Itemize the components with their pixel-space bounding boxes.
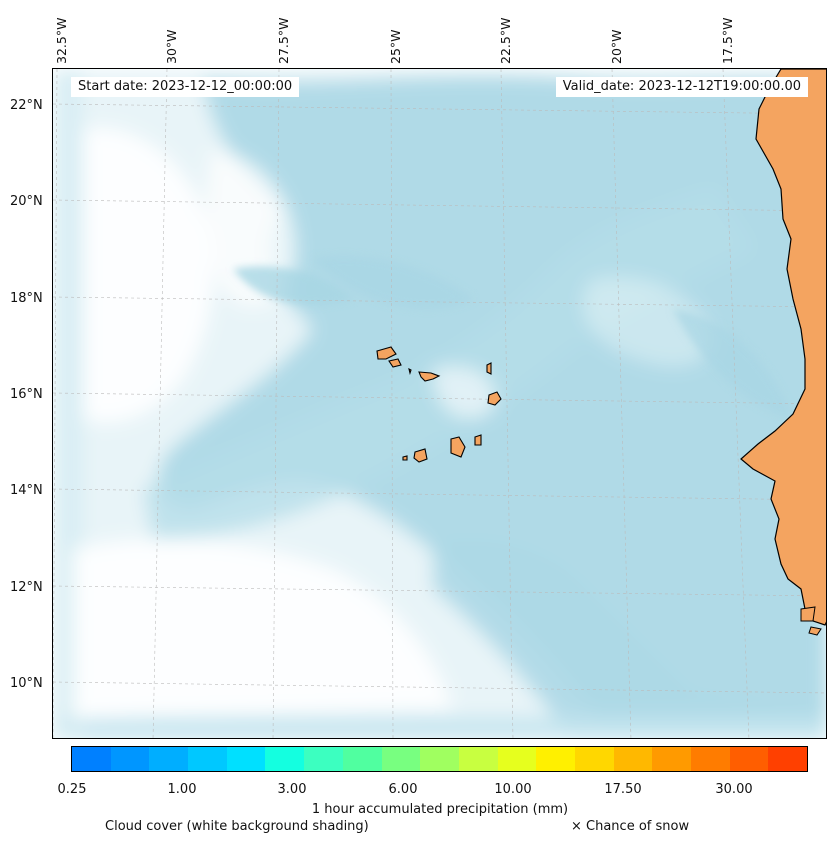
lon-label: 17.5°W xyxy=(720,17,735,64)
precipitation-colorbar xyxy=(71,746,808,772)
colorbar-swatch xyxy=(304,747,343,771)
map-canvas[interactable]: Start date: 2023-12-12_00:00:00 Valid_da… xyxy=(52,68,827,739)
lon-label: 22.5°W xyxy=(498,17,513,64)
colorbar-title: 1 hour accumulated precipitation (mm) xyxy=(311,802,569,817)
lat-label: 16°N xyxy=(10,387,43,402)
colorbar-tick: 17.50 xyxy=(604,782,642,797)
cloud-detail-shading xyxy=(233,256,793,419)
colorbar-swatch xyxy=(72,747,111,771)
colorbar-swatch xyxy=(420,747,459,771)
valid-date-label: Valid_date: 2023-12-12T19:00:00.00 xyxy=(555,77,808,97)
lon-label: 27.5°W xyxy=(276,17,291,64)
lat-label: 22°N xyxy=(10,98,43,113)
colorbar-tick: 3.00 xyxy=(277,782,307,797)
cloud-cover-shading xyxy=(53,69,826,738)
colorbar-swatch xyxy=(381,747,421,771)
colorbar-swatch xyxy=(342,747,382,771)
lon-label: 20°W xyxy=(609,29,624,64)
graticule xyxy=(53,69,826,738)
cape-verde-islands xyxy=(376,346,502,463)
colorbar-swatch xyxy=(613,747,653,771)
map-svg xyxy=(53,69,826,738)
colorbar-swatch xyxy=(226,747,266,771)
colorbar-swatch xyxy=(691,747,730,771)
lat-label: 18°N xyxy=(10,291,43,306)
colorbar-swatch xyxy=(497,747,537,771)
colorbar-swatch xyxy=(768,747,808,771)
colorbar-swatch xyxy=(188,747,227,771)
lat-label: 20°N xyxy=(10,194,43,209)
lon-label: 32.5°W xyxy=(54,17,69,64)
colorbar-tick: 10.00 xyxy=(494,782,532,797)
lat-label: 14°N xyxy=(10,483,43,498)
lon-label: 25°W xyxy=(388,29,403,64)
colorbar-swatch xyxy=(458,747,498,771)
snow-legend: × Chance of snow xyxy=(571,819,690,834)
colorbar-tick: 6.00 xyxy=(388,782,418,797)
colorbar-tick: 1.00 xyxy=(167,782,197,797)
colorbar-tick: 30.00 xyxy=(715,782,753,797)
colorbar-swatch xyxy=(536,747,575,771)
cloud-cover-legend: Cloud cover (white background shading) xyxy=(105,819,369,834)
africa-island xyxy=(800,606,816,622)
colorbar-swatch xyxy=(265,747,305,771)
lon-label: 30°W xyxy=(164,29,179,64)
lat-label: 10°N xyxy=(10,676,43,691)
start-date-label: Start date: 2023-12-12_00:00:00 xyxy=(71,77,300,97)
colorbar-swatch xyxy=(574,747,614,771)
colorbar-swatch xyxy=(149,747,189,771)
colorbar-swatch xyxy=(110,747,150,771)
colorbar-swatch xyxy=(652,747,691,771)
colorbar-swatch xyxy=(729,747,769,771)
colorbar-tick: 0.25 xyxy=(57,782,87,797)
lat-label: 12°N xyxy=(10,580,43,595)
africa-island xyxy=(808,626,822,636)
